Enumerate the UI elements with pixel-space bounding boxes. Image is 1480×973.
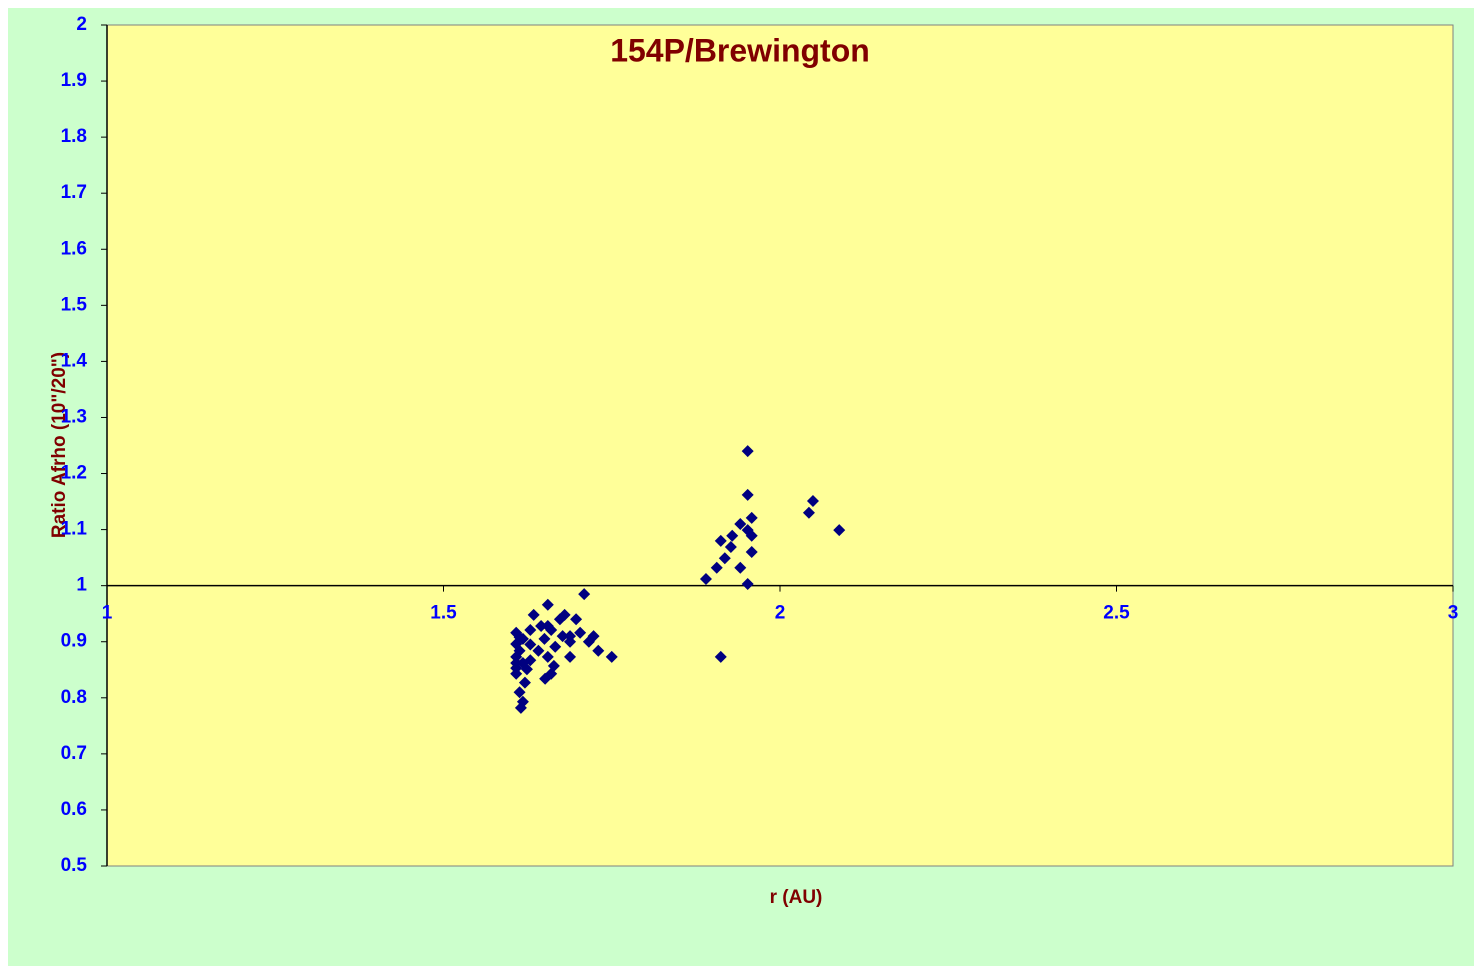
y-tick-label: 1.4 bbox=[61, 350, 88, 371]
x-axis-title: r (AU) bbox=[770, 887, 823, 908]
y-tick-label: 1.8 bbox=[61, 126, 87, 147]
plot-area bbox=[106, 24, 1454, 867]
y-tick-label: 0.6 bbox=[61, 799, 87, 820]
point bbox=[714, 534, 727, 547]
point bbox=[745, 511, 758, 524]
point bbox=[514, 701, 527, 714]
point bbox=[570, 613, 583, 626]
point bbox=[699, 572, 712, 585]
x-tick-label: 1 bbox=[102, 603, 113, 624]
y-tick-label: 0.8 bbox=[61, 687, 87, 708]
point bbox=[535, 620, 548, 633]
point bbox=[532, 644, 545, 657]
point bbox=[724, 540, 737, 553]
point bbox=[541, 650, 554, 663]
point bbox=[734, 517, 747, 530]
point bbox=[734, 561, 747, 574]
point bbox=[545, 623, 558, 636]
point bbox=[564, 650, 577, 663]
point bbox=[578, 588, 591, 601]
point bbox=[833, 524, 846, 537]
point bbox=[802, 506, 815, 519]
point bbox=[741, 445, 754, 458]
y-tick-label: 1.1 bbox=[61, 519, 88, 540]
point bbox=[510, 650, 523, 663]
point bbox=[553, 613, 566, 626]
point bbox=[582, 635, 595, 648]
y-tick-label: 0.9 bbox=[61, 631, 87, 652]
point bbox=[605, 650, 618, 663]
point bbox=[592, 644, 605, 657]
y-tick-label: 1.6 bbox=[61, 238, 87, 259]
point bbox=[524, 623, 537, 636]
point bbox=[549, 640, 562, 653]
y-tick-label: 1 bbox=[76, 575, 87, 596]
x-tick-label: 3 bbox=[1448, 603, 1459, 624]
point bbox=[745, 546, 758, 559]
point bbox=[806, 495, 819, 508]
y-tick-label: 1.7 bbox=[61, 182, 87, 203]
point bbox=[574, 626, 587, 639]
point bbox=[714, 650, 727, 663]
point bbox=[710, 561, 723, 574]
y-tick-label: 0.7 bbox=[61, 743, 87, 764]
y-axis-title: Ratio Afrho (10"/20") bbox=[49, 352, 70, 538]
point bbox=[741, 488, 754, 501]
point bbox=[541, 598, 554, 611]
y-tick-label: 1.2 bbox=[61, 463, 87, 484]
x-tick-label: 1.5 bbox=[430, 603, 457, 624]
x-tick-label: 2 bbox=[775, 603, 786, 624]
point bbox=[564, 635, 577, 648]
y-tick-label: 1.5 bbox=[61, 294, 88, 315]
point bbox=[538, 632, 551, 645]
point bbox=[718, 552, 731, 565]
y-tick-label: 0.5 bbox=[61, 855, 88, 876]
point bbox=[513, 631, 526, 644]
point bbox=[556, 630, 569, 643]
y-tick-label: 1.9 bbox=[61, 70, 87, 91]
point bbox=[726, 529, 739, 542]
point bbox=[539, 672, 552, 685]
y-tick-label: 2 bbox=[76, 14, 87, 35]
point bbox=[513, 686, 526, 699]
point bbox=[527, 608, 540, 621]
chart-title: 154P/Brewington bbox=[610, 32, 870, 68]
y-tick-label: 1.3 bbox=[61, 406, 87, 427]
point bbox=[510, 662, 523, 675]
point bbox=[524, 638, 537, 651]
point bbox=[520, 663, 533, 676]
point bbox=[741, 577, 754, 590]
x-tick-label: 2.5 bbox=[1103, 603, 1130, 624]
point bbox=[518, 676, 531, 689]
point bbox=[745, 529, 758, 542]
